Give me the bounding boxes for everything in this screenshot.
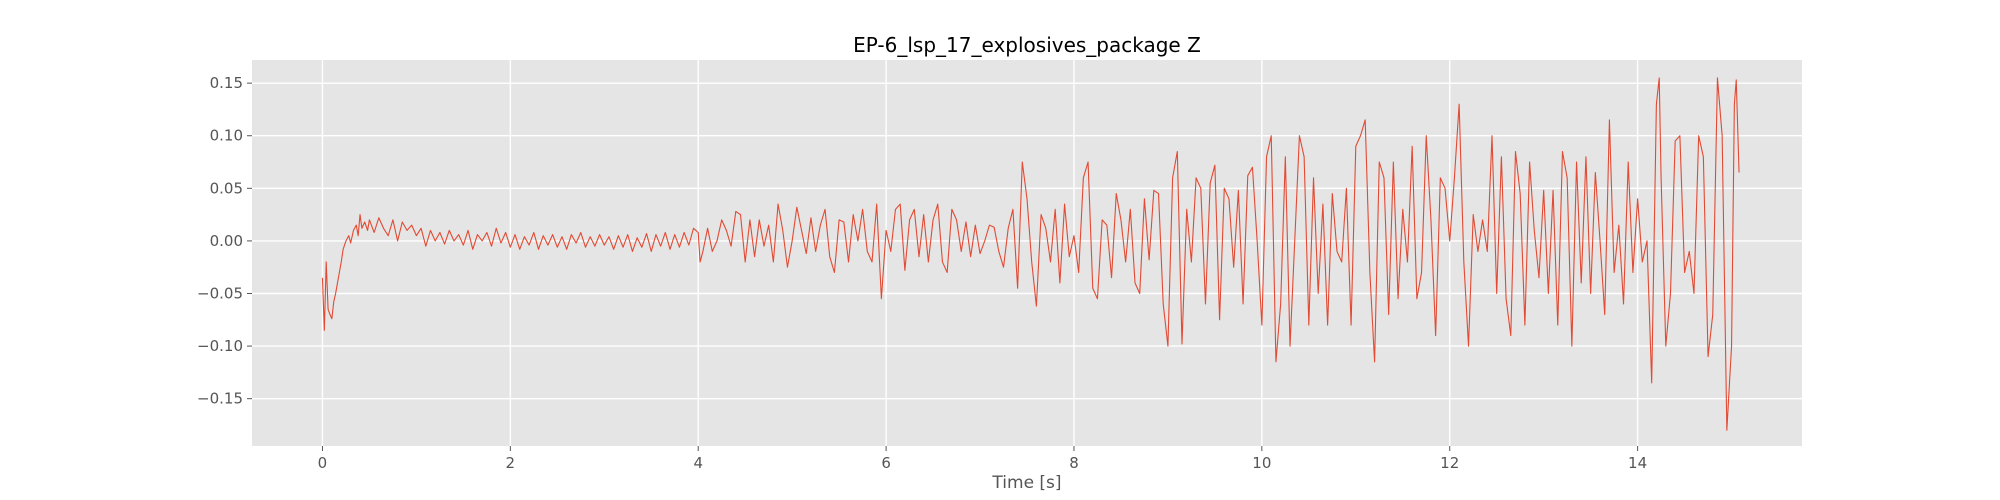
y-tick-label: 0.10	[210, 127, 243, 145]
x-tick-label: 0	[318, 454, 328, 472]
y-tick-label: −0.10	[197, 337, 243, 355]
x-tick-label: 12	[1440, 454, 1459, 472]
y-tick-label: 0.15	[210, 74, 243, 92]
x-tick-label: 6	[881, 454, 891, 472]
x-tick-label: 10	[1252, 454, 1271, 472]
y-tick-label: −0.15	[197, 390, 243, 408]
y-tick-label: 0.00	[210, 232, 243, 250]
x-tick-label: 2	[506, 454, 516, 472]
x-tick-label: 4	[693, 454, 703, 472]
y-tick-label: 0.05	[210, 179, 243, 197]
series-group	[321, 77, 1740, 431]
x-axis-label: Time [s]	[991, 473, 1061, 493]
grid-lines	[252, 60, 1802, 446]
y-tick-label: −0.05	[197, 284, 243, 302]
series-line	[321, 77, 1740, 431]
axis-ticks: 0 2 4 6 8 10 12 14 −0.15 −0.10 −0.05 0.00 0.05 0.10 0.…	[197, 74, 1647, 472]
x-tick-label: 14	[1628, 454, 1647, 472]
chart-title: EP-6_lsp_17_explosives_package Z	[853, 33, 1201, 57]
x-tick-label: 8	[1069, 454, 1079, 472]
